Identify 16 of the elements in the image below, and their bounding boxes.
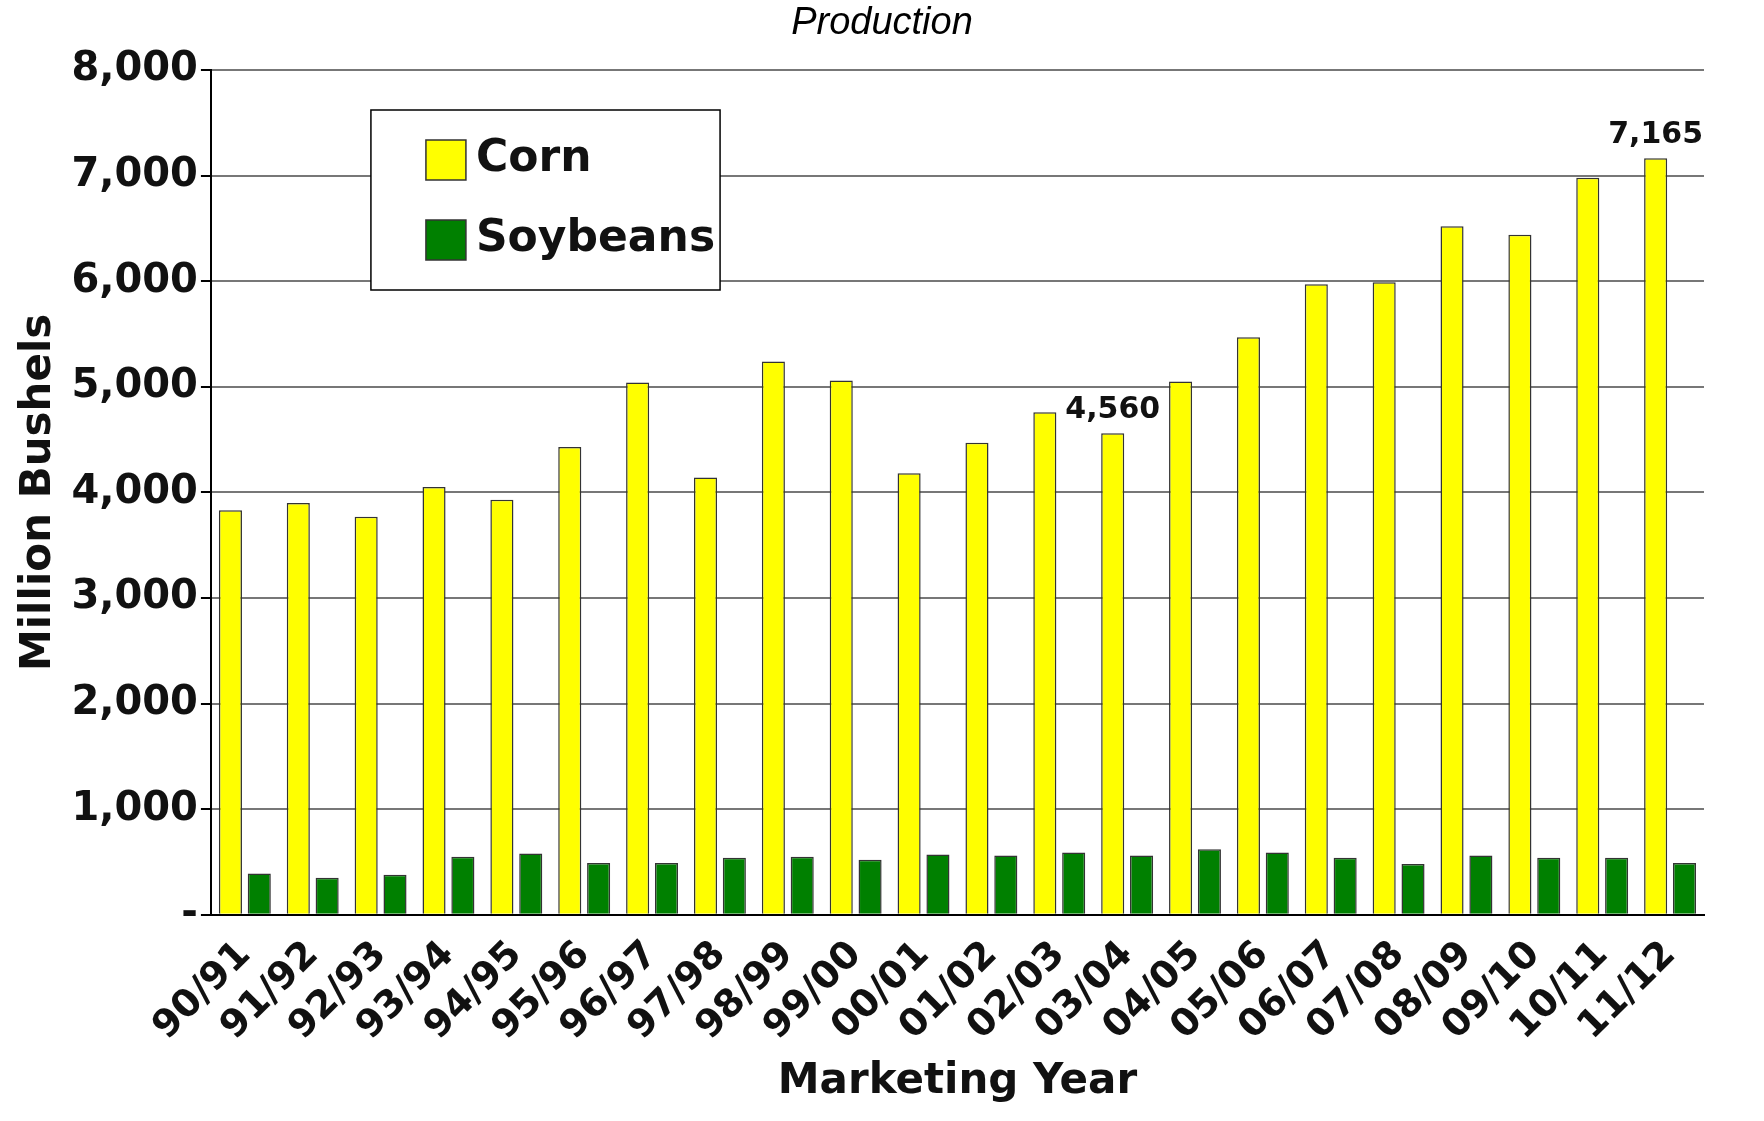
- chart-title: Production: [790, 0, 974, 43]
- x-axis-title: Marketing Year: [777, 1053, 1138, 1103]
- y-tick-label: 7,000: [71, 148, 198, 195]
- y-tick-label: 8,000: [71, 43, 198, 90]
- y-tick-label: 5,000: [71, 360, 198, 407]
- legend-label: Soybeans: [475, 210, 716, 262]
- data-label: 4,560: [1065, 390, 1161, 426]
- legend-label: Corn: [475, 130, 592, 182]
- y-tick-label: -: [181, 888, 198, 935]
- y-tick-label: 3,000: [71, 571, 198, 618]
- y-tick-label: 6,000: [71, 254, 198, 301]
- y-tick-label: 4,000: [71, 465, 198, 512]
- y-tick-label: 1,000: [71, 782, 198, 829]
- y-axis-title: Million Bushels: [11, 313, 61, 672]
- y-tick-label: 2,000: [71, 676, 198, 723]
- data-label: 7,165: [1608, 114, 1704, 150]
